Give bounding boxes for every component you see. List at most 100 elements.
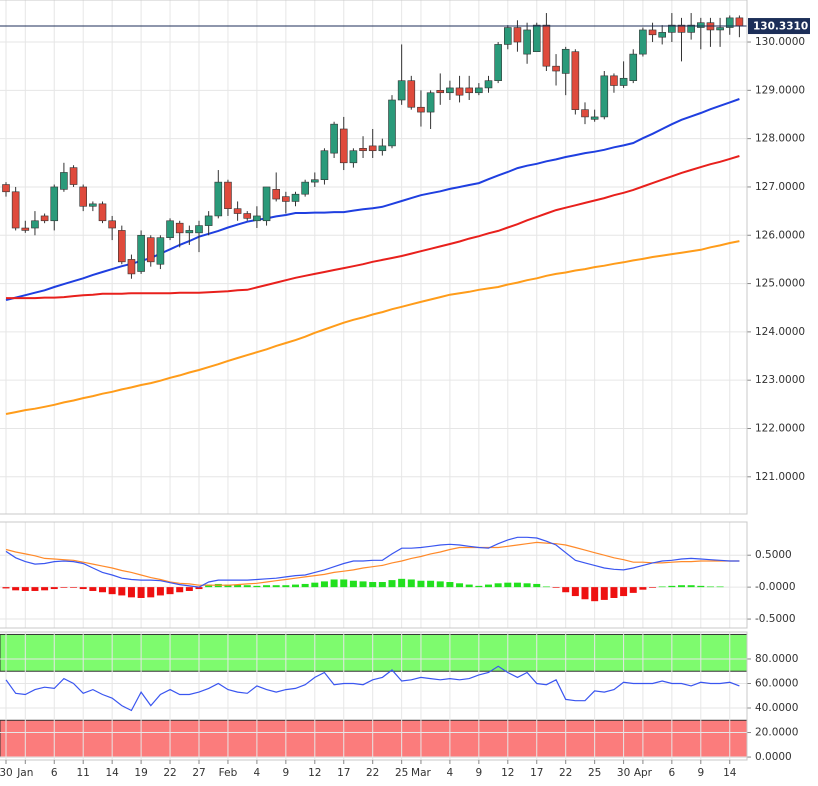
x-tick-label: 14 — [723, 767, 737, 779]
candle-body — [21, 227, 30, 231]
histogram-bar — [41, 587, 49, 591]
x-tick-label: 22 — [366, 767, 379, 779]
candle-body — [262, 186, 271, 222]
candle-body — [40, 215, 49, 222]
histogram-bar — [282, 585, 290, 588]
candle-body — [146, 237, 155, 263]
candle-body — [243, 213, 252, 219]
histogram-bar — [562, 587, 570, 593]
candle-body — [648, 29, 657, 36]
candle-body — [629, 53, 638, 81]
candle-body — [2, 184, 10, 193]
histogram-bar — [311, 582, 319, 588]
candle-body — [484, 80, 493, 89]
x-tick-label: Feb — [219, 767, 238, 779]
histogram-bar — [716, 586, 724, 588]
candle-body — [600, 75, 609, 118]
histogram-bar — [137, 587, 145, 598]
candle-body — [339, 128, 348, 164]
last-price-tag — [748, 18, 810, 35]
y-tick-label: 128.0000 — [755, 133, 805, 145]
histogram-bar — [523, 583, 531, 588]
histogram-bar — [620, 587, 628, 597]
histogram-bar — [678, 585, 685, 588]
histogram-bar — [649, 587, 657, 588]
candle-body — [523, 29, 531, 55]
candle-body — [310, 179, 319, 183]
histogram-bar — [176, 587, 184, 593]
histogram-bar — [658, 586, 666, 588]
histogram-bar — [263, 585, 271, 588]
histogram-bar — [253, 585, 261, 588]
candle-body — [156, 237, 165, 265]
x-tick-label: Mar — [411, 767, 431, 779]
y-tick-label: -0.0000 — [755, 581, 796, 593]
x-tick-label: 6 — [51, 767, 58, 779]
histogram-bar — [118, 587, 126, 596]
histogram-bar — [687, 585, 695, 588]
candle-body — [571, 51, 580, 110]
candle-body — [50, 186, 59, 222]
histogram-bar — [243, 585, 251, 588]
candle-body — [735, 17, 744, 27]
candle-body — [368, 145, 377, 152]
histogram-bar — [542, 586, 550, 588]
candle-body — [301, 181, 309, 195]
candle-body — [69, 167, 78, 185]
histogram-bar — [205, 584, 213, 588]
y-tick-label: 126.0000 — [755, 229, 805, 241]
candle-body — [31, 220, 39, 229]
candle-body — [725, 17, 734, 28]
x-tick-label: 12 — [501, 767, 514, 779]
candle-body — [436, 90, 445, 94]
histogram-bar — [706, 586, 714, 588]
candle-body — [417, 106, 425, 113]
candle-body — [291, 193, 300, 202]
x-tick-label: 30 — [0, 767, 13, 779]
candle-body — [397, 80, 406, 101]
histogram-bar — [668, 585, 676, 588]
candle-body — [610, 75, 618, 86]
histogram-bar — [571, 587, 579, 597]
histogram-bar — [398, 578, 406, 588]
x-tick-label: 14 — [105, 767, 119, 779]
x-tick-label: 17 — [337, 767, 350, 779]
histogram-bar — [465, 584, 473, 588]
x-tick-label: 6 — [669, 767, 676, 779]
x-tick-label: 19 — [134, 767, 147, 779]
y-tick-label: 60.0000 — [755, 677, 798, 689]
histogram-bar — [485, 584, 492, 588]
histogram-bar — [70, 587, 78, 588]
candle-body — [426, 92, 435, 113]
candle-body — [185, 230, 194, 234]
histogram-bar — [21, 587, 29, 591]
candle-body — [407, 80, 416, 108]
y-tick-label: 0.5000 — [755, 549, 792, 561]
histogram-bar — [301, 583, 309, 588]
candle-body — [214, 181, 223, 217]
x-tick-label: 30 — [617, 767, 630, 779]
x-tick-label: 22 — [163, 767, 176, 779]
candle-body — [359, 148, 367, 152]
candle-body — [503, 27, 512, 45]
x-tick-label: 11 — [77, 767, 90, 779]
candle-body — [542, 24, 551, 67]
candle-body — [98, 203, 107, 222]
histogram-bar — [292, 584, 299, 588]
histogram-bar — [610, 587, 618, 598]
candle-body — [532, 24, 541, 52]
candle-body — [561, 48, 570, 74]
histogram-bar — [320, 581, 328, 588]
histogram-bar — [2, 587, 10, 589]
histogram-bar — [697, 585, 705, 588]
y-tick-label: 80.0000 — [755, 653, 798, 665]
histogram-bar — [591, 587, 599, 602]
histogram-bar — [417, 580, 425, 588]
candle-body — [320, 150, 329, 181]
histogram-bar — [50, 587, 58, 590]
histogram-bar — [494, 583, 502, 588]
x-tick-label: 9 — [476, 767, 483, 779]
pane-frame — [0, 521, 748, 629]
histogram-bar — [407, 579, 415, 588]
